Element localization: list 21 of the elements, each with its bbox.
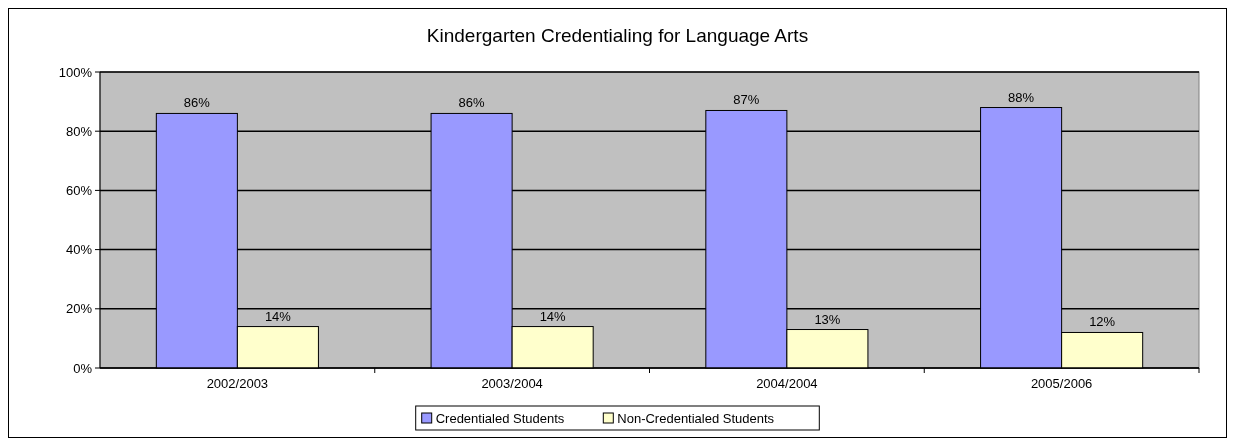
x-tick-label: 2003/2004 xyxy=(481,376,543,391)
y-tick-label: 60% xyxy=(65,182,93,198)
y-tick-label: 20% xyxy=(65,301,93,317)
legend-label: Non-Credentialed Students xyxy=(617,410,775,426)
data-label: 14% xyxy=(264,308,292,324)
x-tick-label: 2002/2003 xyxy=(206,376,269,391)
data-label: 12% xyxy=(1089,314,1116,330)
data-label: 88% xyxy=(1008,89,1035,105)
y-tick-label: 80% xyxy=(65,123,93,139)
y-tick-label: 0% xyxy=(73,360,93,376)
data-label: 13% xyxy=(814,311,841,327)
y-tick-label: 100% xyxy=(58,64,93,80)
data-label: 86% xyxy=(458,95,486,111)
x-tick-label: 2005/2006 xyxy=(1030,376,1093,391)
legend-label: Credentialed Students xyxy=(435,410,565,426)
x-tick-label: 2004/2004 xyxy=(756,376,818,391)
data-label: 14% xyxy=(539,308,567,324)
y-tick-label: 40% xyxy=(65,242,93,258)
chart-title: Kindergarten Credentialing for Language Arts xyxy=(426,25,809,46)
data-label: 86% xyxy=(183,95,211,111)
data-label: 87% xyxy=(733,92,760,108)
